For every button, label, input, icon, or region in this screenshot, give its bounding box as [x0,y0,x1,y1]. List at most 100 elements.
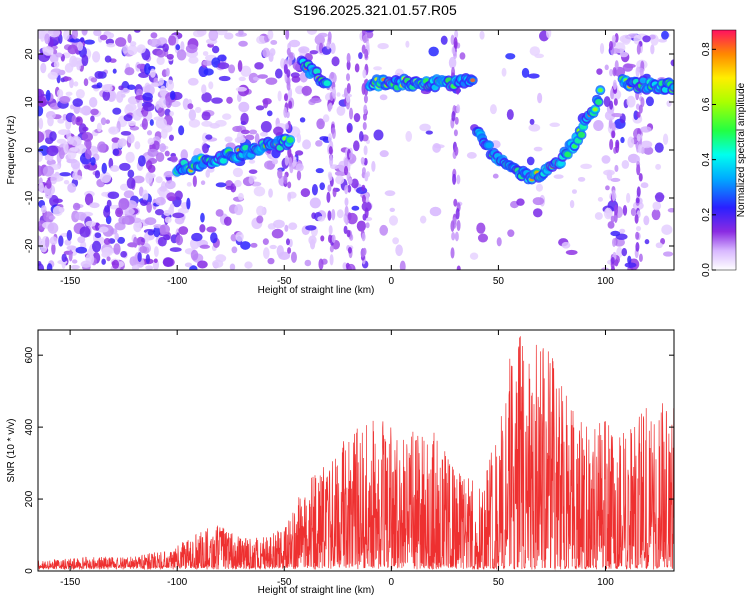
colorbar-label: Normalized spectral amplitude [736,82,747,217]
heatmap-cell [640,126,652,133]
heatmap-cell [61,253,67,263]
heatmap-cell [107,32,115,39]
heatmap-cell [577,131,585,138]
heatmap-cell [362,113,367,121]
heatmap-cell [399,260,406,270]
heatmap-cell [57,129,70,136]
heatmap-cell [150,82,160,87]
heatmap-cell [610,88,615,100]
heatmap-cell [363,157,368,166]
heatmap-cell [132,175,145,184]
heatmap-cell [240,65,252,77]
heatmap-cell [199,224,206,233]
heatmap-cell [453,198,458,207]
heatmap-cell [330,71,335,79]
heatmap-cell [248,176,254,185]
heatmap-cell [89,202,100,209]
heatmap-cell [533,146,543,152]
heatmap-cell [348,177,353,185]
heatmap-cell [199,244,211,249]
heatmap-cell [610,256,615,264]
heatmap-cell [118,215,130,225]
heatmap-cell [157,236,167,247]
heatmap-cell [223,216,232,226]
heatmap-cell [71,114,77,126]
heatmap-cell [178,125,185,136]
heatmap-cell [109,165,120,172]
heatmap-cell [254,62,264,70]
heatmap-cell [265,77,278,85]
y-tick-label: -20 [24,238,35,253]
heatmap-cell [635,66,640,78]
x-tick-label: -50 [277,577,292,588]
heatmap-cell [256,205,265,217]
heatmap-cell [561,241,571,249]
heatmap-cell [371,160,376,172]
heatmap-cell [619,34,632,44]
heatmap-cell [219,157,227,164]
heatmap-cell [597,197,604,202]
heatmap-cell [622,205,628,216]
heatmap-cell [67,147,77,160]
heatmap-cell [165,67,170,77]
heatmap-cell [317,216,325,222]
heatmap-cell [255,105,265,111]
heatmap-cell [624,262,637,268]
heatmap-cell [592,107,598,112]
heatmap-cell [103,238,111,245]
bottom-plot-frame [37,329,675,572]
spectrogram-heatmap [38,30,674,270]
heatmap-cell [299,117,306,123]
heatmap-cell [392,237,399,245]
heatmap-cell [140,199,148,207]
heatmap-cell [155,152,165,162]
heatmap-cell [343,157,348,170]
heatmap-cell [346,229,351,238]
heatmap-cell [331,208,336,221]
heatmap-cell [640,140,653,149]
heatmap-cell [263,98,269,109]
heatmap-cell [328,173,333,181]
heatmap-cell [353,113,361,123]
heatmap-cell [363,145,368,156]
heatmap-cell [132,109,143,121]
x-tick-label: -150 [60,276,80,287]
heatmap-cell [52,49,58,55]
heatmap-cell [90,115,95,122]
heatmap-cell [42,165,55,177]
heatmap-cell [537,92,543,104]
heatmap-cell [94,222,100,231]
heatmap-cell [345,100,350,110]
heatmap-cell [526,156,535,166]
heatmap-cell [336,209,344,219]
heatmap-cell [180,149,189,161]
heatmap-cell [96,82,103,89]
heatmap-cell [187,77,199,86]
heatmap-cell [283,93,288,102]
heatmap-cell [75,246,88,254]
heatmap-cell [52,198,63,204]
heatmap-cell [208,30,219,41]
heatmap-cell [296,170,302,181]
heatmap-cell [350,178,359,189]
heatmap-cell [253,186,266,197]
heatmap-cell [379,94,388,101]
heatmap-cell [379,150,389,158]
heatmap-cell [47,222,59,234]
heatmap-cell [46,263,53,270]
heatmap-cell [237,192,244,201]
heatmap-cell [156,50,166,58]
heatmap-cell [99,34,108,41]
heatmap-cell [142,189,149,202]
heatmap-cell [129,41,137,47]
heatmap-cell [670,59,674,67]
heatmap-cell [273,219,285,229]
heatmap-cell [349,152,354,159]
x-tick-label: 50 [493,276,505,287]
heatmap-cell [505,53,516,60]
heatmap-cell [611,130,616,139]
x-axis-label: Height of straight line (km) [258,285,375,296]
heatmap-cell [127,44,138,56]
heatmap-cell [205,134,213,140]
